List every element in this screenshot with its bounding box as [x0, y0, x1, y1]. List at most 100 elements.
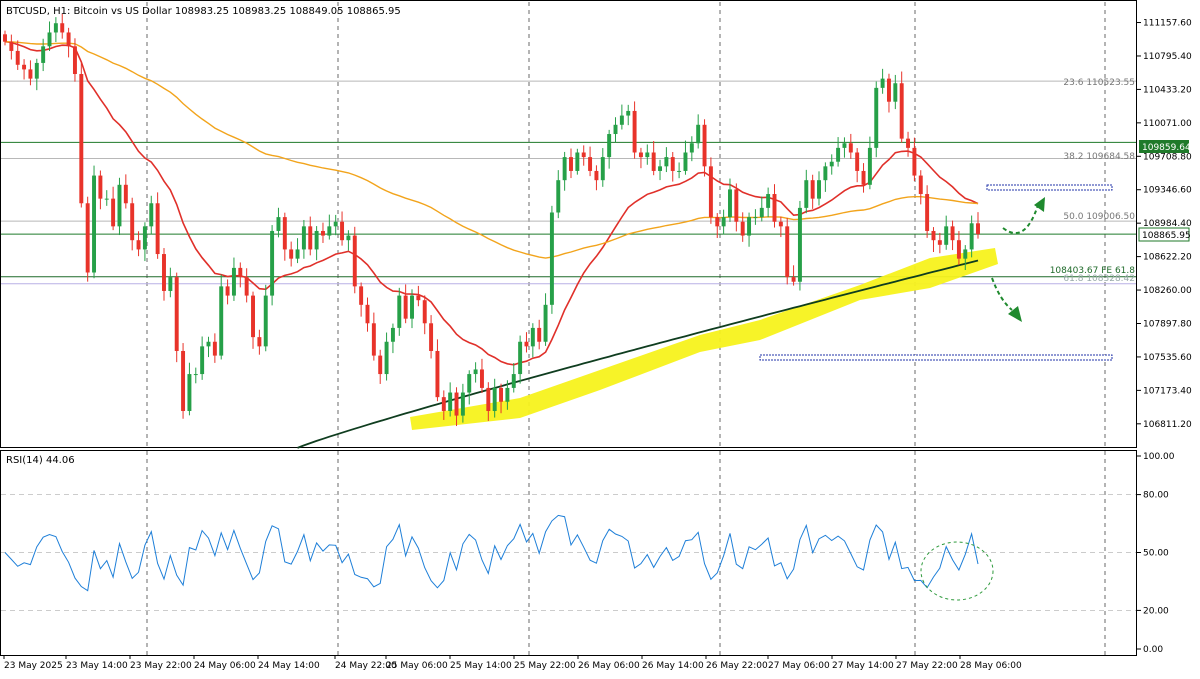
candle-body	[753, 217, 758, 219]
candle-body	[346, 235, 351, 241]
candle-body	[740, 221, 745, 236]
candle-body	[238, 267, 243, 278]
candle-body	[219, 286, 224, 356]
candle-body	[181, 350, 186, 411]
price-axis-label: 109708.80	[1143, 152, 1192, 162]
fib-618-label: 61.8 108328.42	[1063, 274, 1135, 284]
candle-body	[524, 341, 529, 347]
candle-body	[944, 226, 949, 245]
candle-body	[658, 166, 662, 171]
candle-body	[683, 152, 688, 171]
candle-body	[403, 295, 408, 319]
candle-body	[734, 189, 739, 222]
chart-title: BTCUSD, H1: Bitcoin vs US Dollar 108983.…	[6, 6, 401, 17]
fe-618-label: 108403.67 FE 61.8	[1050, 266, 1136, 276]
price-axis-label: 108622.20	[1143, 253, 1192, 263]
candle-body	[467, 374, 472, 393]
level-green-value: 109859.64	[1142, 143, 1191, 153]
moving-average-orange	[4, 41, 979, 259]
candle-body	[861, 170, 866, 185]
rsi-pane-border	[0, 450, 1137, 656]
candle-body	[581, 152, 586, 158]
candle-body	[670, 157, 675, 171]
candle-body	[378, 355, 383, 375]
price-axis-label: 106811.20	[1143, 420, 1192, 430]
candle-body	[829, 161, 834, 167]
candle-body	[85, 203, 90, 273]
candle-body	[638, 152, 643, 158]
candle-body	[607, 134, 612, 158]
time-axis-label: 24 May 22:00	[335, 661, 397, 671]
candle-body	[689, 143, 694, 153]
candle-body	[708, 166, 713, 218]
candle-body	[289, 249, 294, 259]
candle-body	[104, 198, 109, 200]
candle-body	[486, 387, 491, 411]
candle-body	[187, 374, 192, 411]
candle-body	[149, 203, 154, 227]
time-axis-label: 25 May 22:00	[514, 661, 576, 671]
candle-body	[645, 152, 650, 158]
bearish-arrow-path	[991, 277, 1013, 311]
candle-body	[530, 327, 535, 347]
time-axis-label: 27 May 06:00	[768, 661, 830, 671]
rsi-label: RSI(14) 44.06	[6, 455, 75, 466]
candle-body	[963, 249, 968, 259]
candle-body	[28, 69, 33, 79]
candle-body	[333, 221, 338, 227]
candle-body	[778, 221, 783, 227]
candle-body	[206, 341, 211, 347]
time-axis-label: 27 May 14:00	[832, 661, 894, 671]
candle-body	[543, 304, 548, 342]
time-axis-label: 28 May 06:00	[960, 661, 1022, 671]
candle-body	[448, 392, 453, 411]
candle-body	[72, 46, 77, 75]
candle-body	[906, 138, 911, 148]
main-pane-border	[0, 0, 1137, 448]
candle-body	[747, 217, 752, 236]
candle-body	[836, 147, 841, 162]
moving-average-dark	[297, 259, 979, 449]
candle-body	[855, 152, 860, 171]
price-axis-label: 110433.20	[1143, 85, 1192, 95]
candle-body	[295, 249, 300, 259]
price-axis-label: 110795.40	[1143, 52, 1192, 62]
rsi-highlight-ellipse	[920, 541, 994, 601]
candle-body	[130, 203, 135, 241]
candle-body	[162, 254, 166, 291]
candle-body	[117, 184, 122, 227]
candle-body	[142, 226, 147, 250]
candle-body	[804, 180, 809, 208]
candle-body	[721, 217, 726, 227]
candle-body	[874, 87, 879, 148]
candle-body	[715, 217, 720, 227]
candle-body	[371, 323, 376, 356]
candle-body	[677, 170, 682, 172]
candle-body	[397, 295, 402, 328]
price-axis-label: 107535.60	[1143, 353, 1192, 363]
candle-body	[111, 198, 116, 227]
fib-236-label: 23.6 110523.55	[1063, 78, 1135, 88]
candle-body	[785, 226, 790, 278]
candle-body	[263, 295, 268, 347]
moving-average-red	[4, 40, 979, 366]
candle-body	[772, 194, 777, 222]
candle-body	[562, 157, 567, 181]
candle-body	[352, 235, 357, 287]
current-price-value: 108865.95	[1142, 231, 1191, 241]
candle-body	[327, 226, 332, 236]
candle-body	[797, 207, 802, 282]
price-axis-label: 110071.00	[1143, 119, 1192, 129]
candle-body	[9, 41, 14, 51]
candle-body	[60, 23, 65, 33]
candle-body	[473, 369, 478, 375]
candle-body	[791, 277, 796, 282]
candle-body	[600, 157, 605, 181]
level-green-box	[1139, 140, 1189, 153]
candle-body	[53, 23, 58, 33]
candle-body	[92, 175, 97, 273]
candle-body	[479, 369, 484, 388]
candle-body	[15, 50, 20, 65]
candle-body	[435, 350, 440, 398]
candle-body	[308, 226, 313, 250]
